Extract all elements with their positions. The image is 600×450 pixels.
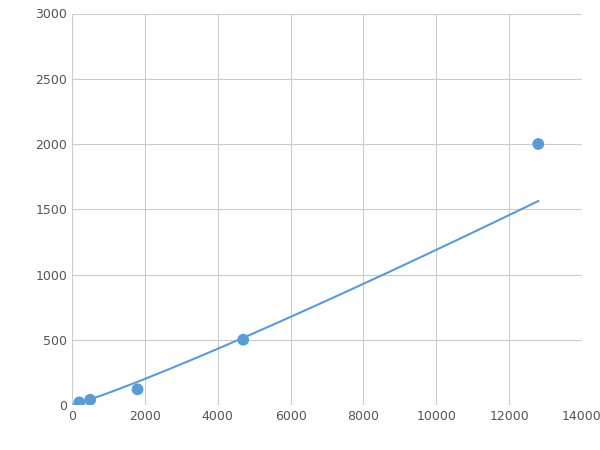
Point — [133, 386, 142, 393]
Point — [533, 140, 543, 148]
Point — [85, 396, 95, 403]
Point — [74, 399, 84, 406]
Point — [238, 336, 248, 343]
